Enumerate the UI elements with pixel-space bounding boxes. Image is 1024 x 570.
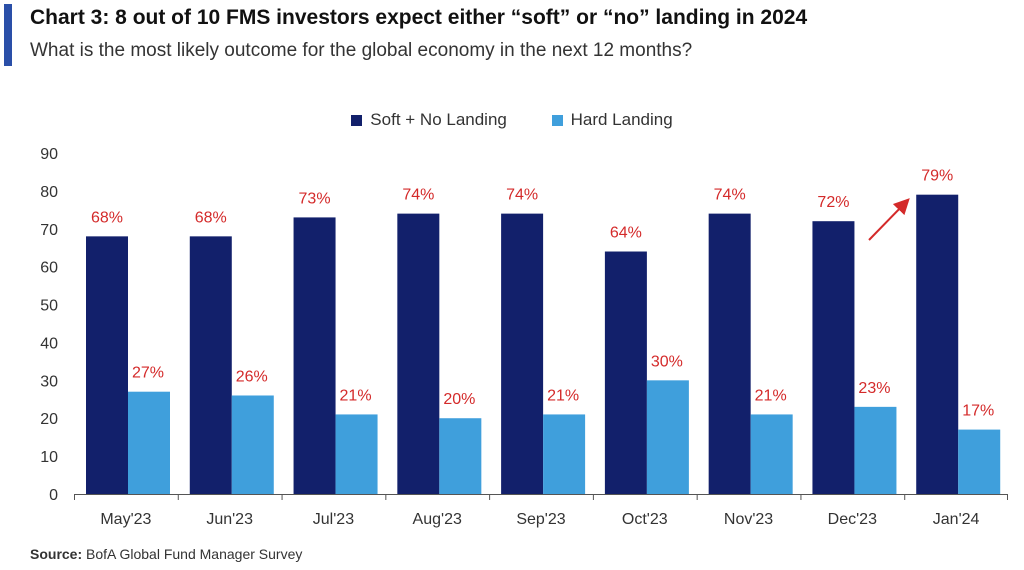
data-label-hard: 21%: [755, 387, 787, 404]
bar-hard-landing: [335, 414, 378, 494]
data-label-hard: 23%: [858, 380, 890, 397]
data-label-soft: 72%: [817, 194, 849, 211]
legend-item-hard: Hard Landing: [551, 110, 673, 130]
bar-soft-no-landing: [397, 213, 440, 494]
y-tick-label: 60: [40, 260, 58, 277]
x-tick-label: Nov'23: [724, 511, 773, 528]
x-tick-label: Jan'24: [933, 511, 980, 528]
legend-swatch-soft: [351, 114, 363, 126]
x-tick-label: Aug'23: [413, 511, 462, 528]
x-tick-label: May'23: [100, 511, 151, 528]
y-tick-label: 50: [40, 298, 58, 315]
bar-hard-landing: [543, 414, 586, 494]
bar-soft-no-landing: [501, 213, 544, 494]
data-label-soft: 68%: [91, 209, 123, 226]
bar-soft-no-landing: [812, 221, 855, 494]
data-label-hard: 21%: [340, 387, 372, 404]
data-label-soft: 68%: [195, 209, 227, 226]
bar-soft-no-landing: [189, 236, 232, 494]
bar-hard-landing: [128, 391, 170, 494]
chart-title: Chart 3: 8 out of 10 FMS investors expec…: [30, 6, 808, 29]
bar-soft-no-landing: [604, 251, 647, 494]
chart-subtitle: What is the most likely outcome for the …: [30, 40, 693, 61]
bar-hard-landing: [750, 414, 793, 494]
data-label-soft: 74%: [714, 187, 746, 204]
legend-swatch-hard: [551, 114, 563, 126]
x-tick-label: Oct'23: [622, 511, 668, 528]
title-accent-bar: [4, 4, 12, 66]
bar-hard-landing: [439, 418, 482, 494]
data-label-soft: 64%: [610, 225, 642, 242]
annotation-arrow-icon: [868, 198, 910, 241]
bar-hard-landing: [231, 395, 274, 494]
y-tick-label: 80: [40, 184, 58, 201]
data-label-hard: 30%: [651, 353, 683, 370]
data-label-hard: 26%: [236, 368, 268, 385]
x-tick-label: Dec'23: [828, 511, 877, 528]
data-label-hard: 17%: [962, 403, 994, 420]
y-tick-label: 70: [40, 222, 58, 239]
bar-hard-landing: [854, 406, 897, 494]
bar-soft-no-landing: [708, 213, 751, 494]
y-tick-label: 20: [40, 411, 58, 428]
data-label-soft: 74%: [402, 187, 434, 204]
y-tick-label: 10: [40, 449, 58, 466]
x-tick-label: Jun'23: [206, 511, 253, 528]
source-note: Source: BofA Global Fund Manager Survey: [30, 546, 302, 562]
source-label: Source:: [30, 546, 83, 562]
legend: Soft + No Landing Hard Landing: [0, 110, 1024, 131]
y-tick-label: 0: [49, 487, 58, 504]
data-label-hard: 20%: [443, 391, 475, 408]
data-label-soft: 73%: [299, 190, 331, 207]
x-tick-label: Jul'23: [313, 511, 354, 528]
data-label-hard: 21%: [547, 387, 579, 404]
data-label-hard: 27%: [132, 365, 164, 382]
bar-hard-landing: [958, 429, 1001, 494]
bar-soft-no-landing: [86, 236, 128, 494]
source-text: BofA Global Fund Manager Survey: [86, 546, 303, 562]
data-label-soft: 79%: [921, 168, 953, 185]
data-label-soft: 74%: [506, 187, 538, 204]
legend-item-soft: Soft + No Landing: [351, 110, 507, 130]
bar-soft-no-landing: [293, 217, 336, 494]
bar-soft-no-landing: [916, 194, 959, 494]
y-tick-label: 30: [40, 373, 58, 390]
legend-label-soft: Soft + No Landing: [370, 110, 507, 129]
y-tick-label: 40: [40, 335, 58, 352]
x-tick-label: Sep'23: [516, 511, 565, 528]
legend-label-hard: Hard Landing: [570, 110, 673, 129]
bar-hard-landing: [646, 380, 689, 494]
y-tick-label: 90: [40, 146, 58, 163]
bar-chart: 0 10 20 30 40 50 60 70 80 90 May'23 68% 27% Jun'23 68%…: [40, 146, 1008, 528]
